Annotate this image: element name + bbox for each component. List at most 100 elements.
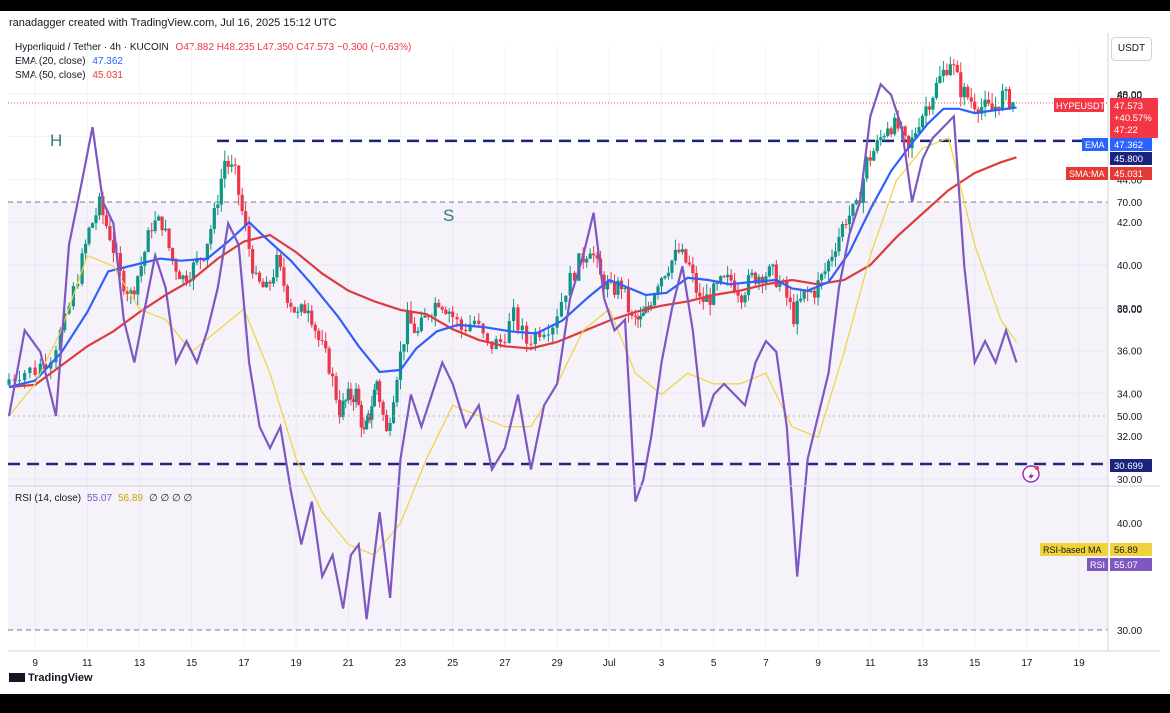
candle-body [920,115,925,128]
time-tick-label: 3 [659,658,665,669]
candle-body [931,97,935,110]
candle-body [833,251,838,257]
candle-body [997,106,1001,110]
candle-body [275,255,279,278]
candle-body [455,317,459,320]
lower-level-label: 30.699 [1110,459,1152,472]
candle-body [447,311,451,314]
candle-body [726,274,730,278]
candle-body [306,310,310,314]
candle-body [847,215,852,225]
candle-body [503,342,507,344]
candle-body [111,240,115,254]
candle-body [641,312,645,316]
candle-body [346,388,350,401]
candle-body [80,253,84,284]
candle-body [837,236,841,252]
candle-body [993,106,998,111]
sma-axis-value: 45.031 [1114,169,1143,180]
axes: 30.00 32.00 34.00 36.00 38.00 40.00 42.00 44.00… [8,33,1160,669]
candle-body [366,413,370,421]
candle-body [261,281,265,288]
candle-body [729,274,733,281]
candle-body [746,275,751,296]
candle-body [101,196,105,216]
candle-body [736,292,740,296]
candle-body [388,423,392,431]
rsi-ma-label: RSI-based MA 56.89 [1040,543,1152,556]
rsi-ma-tag: RSI-based MA [1043,545,1102,555]
candle-body [402,344,406,352]
candle-body [97,196,102,216]
time-tick-label: 11 [865,658,876,669]
candle-body [344,400,348,402]
candle-body [551,327,555,335]
time-tick-label: 23 [395,658,407,669]
candle-body [233,164,237,166]
shoulder-annotation: S [443,206,454,225]
candle-body [564,295,568,302]
last-price-label: HYPEUSDT 47.573 +40.57% 47:22 [1054,98,1158,138]
candle-body [785,280,789,298]
tv-logo-icon [9,673,25,682]
chart-canvas[interactable]: 30.00 32.00 34.00 36.00 38.00 40.00 42.00 44.00… [0,11,1170,694]
rsi-line [7,82,1018,620]
time-tick-label: 25 [447,658,459,669]
ema-legend[interactable]: EMA (20, close) 47.362 [15,56,123,67]
alert-icon[interactable] [1022,465,1040,483]
sma-legend[interactable]: SMA (50, close) 45.031 [15,70,123,81]
time-tick-label: 5 [711,658,717,669]
rsi-tick-label: 40.00 [1117,519,1142,530]
candle-body [592,253,596,256]
candle-body [118,253,122,271]
last-price-value: 47.573 [1114,101,1143,112]
rsi-tag: RSI [1090,560,1105,570]
candle-body [889,128,893,135]
candle-body [285,285,289,303]
candle-body [409,311,413,324]
candle-body [490,341,494,350]
candle-body [139,265,143,277]
tradingview-logo[interactable]: TradingView [9,672,93,684]
rsi-tick-label: 80.00 [1117,91,1142,102]
chart-window: ranadagger created with TradingView.com,… [0,11,1170,694]
candle-body [351,399,356,403]
candle-body [472,320,477,325]
candle-body [595,255,599,259]
candle-body [17,380,22,382]
candle-body [639,315,643,320]
candle-body [616,280,620,295]
candle-body [444,309,448,314]
sma-line [8,156,1017,389]
rsi-value-label: RSI 55.07 [1087,558,1152,571]
time-tick-label: 29 [552,658,564,669]
candle-body [125,291,129,295]
rsi-legend-ma: 56.89 [118,493,143,504]
candle-body [278,255,283,268]
candle-body [802,290,806,299]
price-tick-label: 30.00 [1117,475,1142,486]
price-tick-label: 32.00 [1117,432,1142,443]
candle-body [962,86,966,98]
symbol-legend[interactable]: Hyperliquid / Tether · 4h · KUCOIN O47.8… [15,42,411,53]
candle-body [886,128,890,137]
upper-level-label: 45.800 [1110,152,1152,165]
candle-body [722,276,726,278]
candle-body [164,228,168,231]
price-tick-label: 34.00 [1117,389,1142,400]
time-tick-label: 17 [1021,658,1033,669]
time-tick-label: 21 [343,658,355,669]
candle-body [980,107,984,114]
candle-body [160,216,164,231]
candle-body [934,82,939,98]
candle-body [423,315,427,318]
candle-body [666,272,671,277]
currency-selector[interactable]: USDT [1111,37,1152,61]
candle-body [271,277,276,284]
candle-body [609,281,613,283]
candle-body [468,324,472,332]
price-tick-label: 44.00 [1117,175,1142,186]
candle-body [559,301,564,317]
candle-body [317,330,321,341]
candle-body [184,275,189,282]
